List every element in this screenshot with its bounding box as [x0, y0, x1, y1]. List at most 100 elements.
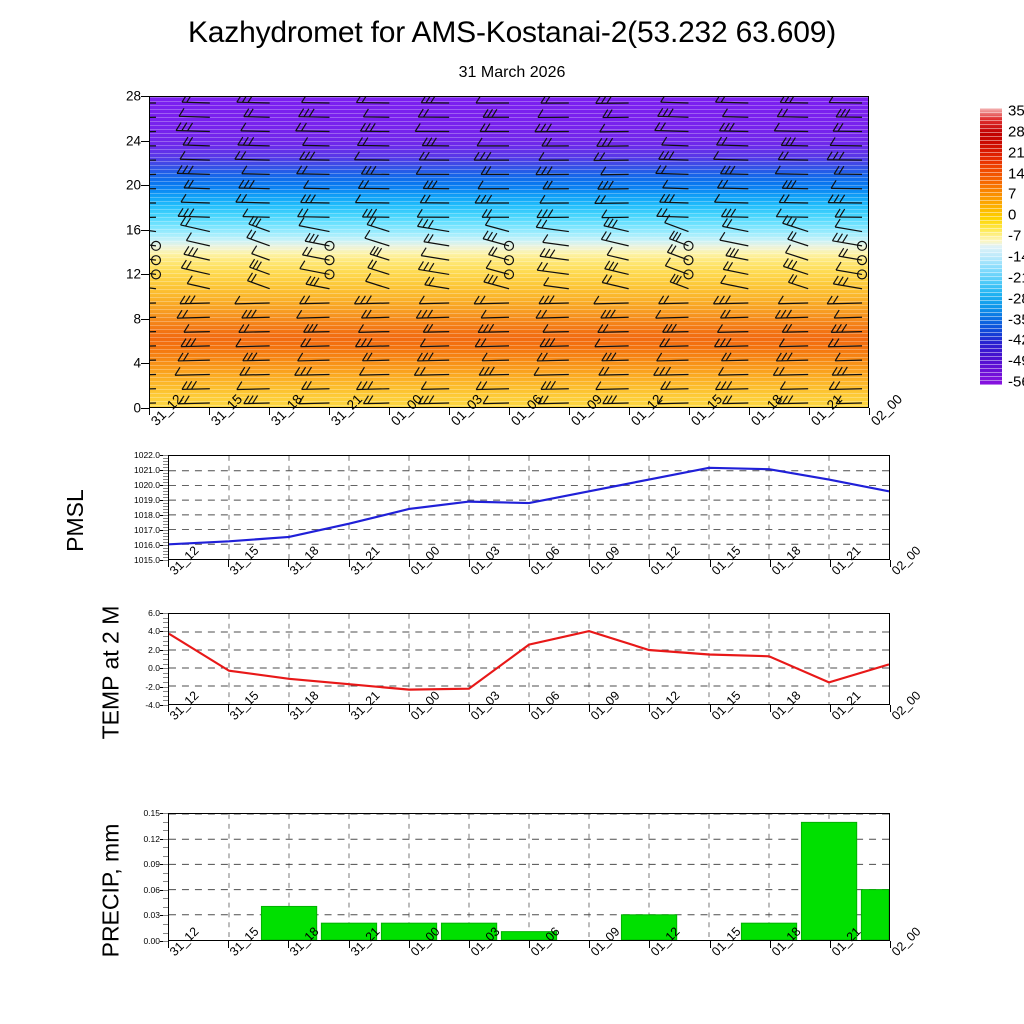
colorbar-tick-label: -56 [1008, 373, 1024, 391]
x-axis-label: 02_00 [868, 391, 906, 429]
x-tick [829, 941, 831, 948]
x-tick [649, 941, 651, 948]
x-tick [149, 408, 150, 415]
y-minor-tick [163, 548, 168, 549]
y-axis-label: 8 [133, 311, 141, 327]
y-axis-label: 1017.0 [134, 525, 160, 535]
y-minor-tick [163, 470, 168, 471]
y-minor-tick [163, 530, 168, 531]
temperature-colorbar[interactable] [980, 108, 1002, 385]
y-minor-tick [163, 494, 168, 495]
y-minor-tick [163, 461, 168, 462]
pmsl-line [169, 456, 889, 559]
y-axis-label: 1015.0 [134, 555, 160, 565]
y-tick [141, 318, 149, 320]
y-minor-tick [163, 700, 168, 702]
colorbar-bands [980, 108, 1002, 385]
x-tick [709, 560, 711, 567]
y-minor-tick [163, 482, 168, 483]
precip-plot-area[interactable] [168, 813, 890, 941]
colorbar-tick-label: -7 [1008, 227, 1022, 245]
wind-barbs-overlay [150, 97, 868, 405]
y-tick [141, 274, 149, 276]
temperature-field [150, 97, 868, 407]
x-tick [829, 705, 831, 712]
colorbar-tick-label: 0 [1008, 206, 1017, 224]
y-minor-tick [163, 488, 168, 489]
x-tick [589, 560, 591, 567]
x-tick [709, 705, 711, 712]
x-tick [569, 408, 570, 415]
y-minor-tick [163, 923, 168, 925]
y-axis-label: 12 [125, 266, 141, 282]
temp-plot-area[interactable] [168, 613, 890, 705]
x-tick [408, 941, 410, 948]
x-tick [269, 408, 270, 415]
y-minor-tick [163, 668, 168, 670]
y-minor-tick [163, 636, 168, 637]
y-minor-tick [163, 847, 168, 849]
page-title: Kazhydromet for AMS-Kostanai-2(53.232 63… [187, 16, 837, 49]
x-tick [629, 408, 630, 415]
x-tick [288, 941, 290, 948]
x-tick [529, 705, 530, 712]
y-minor-tick [163, 554, 168, 555]
x-tick [890, 560, 891, 567]
y-minor-tick [163, 838, 168, 840]
y-axis-label: 0.09 [143, 859, 160, 870]
y-minor-tick [163, 509, 168, 510]
y-axis-label: 0.0 [148, 663, 160, 674]
pmsl-axis-title: PMSL [61, 489, 88, 552]
temp-line [169, 614, 889, 704]
y-minor-tick [163, 551, 168, 552]
y-minor-tick [163, 915, 168, 917]
y-tick [141, 363, 149, 365]
y-minor-tick [163, 640, 168, 642]
y-minor-tick [163, 631, 168, 633]
y-axis-label: 0.00 [143, 936, 160, 946]
y-axis-label: 2.0 [148, 644, 160, 655]
y-axis-label: 0 [133, 400, 141, 416]
y-axis-label: 0.03 [143, 910, 160, 921]
y-axis-label: 28 [125, 88, 141, 104]
x-tick [589, 941, 591, 948]
y-minor-tick [163, 663, 168, 665]
x-tick [869, 408, 870, 415]
x-axis-label: 02_00 [889, 543, 924, 578]
y-tick [141, 96, 149, 97]
colorbar-tick-label: 35 [1008, 102, 1024, 120]
x-tick [288, 560, 290, 567]
y-minor-tick [163, 686, 168, 688]
page-subtitle: 31 March 2026 [458, 64, 566, 81]
vertical-cross-section-panel[interactable] [149, 96, 869, 408]
y-axis-label: 0.15 [143, 808, 160, 818]
y-minor-tick [163, 617, 168, 619]
y-minor-tick [163, 524, 168, 525]
x-tick [529, 560, 530, 567]
y-minor-tick [163, 691, 168, 693]
y-axis-label: 0.12 [143, 833, 160, 844]
y-minor-tick [163, 467, 168, 468]
colorbar-tick-label: -28 [1008, 290, 1024, 308]
y-axis-label: 4.0 [148, 626, 160, 637]
x-tick [709, 941, 711, 948]
y-axis-label: 1019.0 [134, 495, 160, 505]
x-tick [529, 941, 530, 948]
y-minor-tick [163, 503, 168, 504]
y-axis-label: -2.0 [145, 681, 160, 692]
y-minor-tick [163, 497, 168, 498]
y-minor-tick [163, 491, 168, 492]
colorbar-tick-label: 7 [1008, 185, 1017, 203]
y-minor-tick [163, 512, 168, 513]
y-minor-tick [163, 622, 168, 624]
x-tick [468, 941, 470, 948]
y-axis-label: 0.06 [143, 884, 160, 895]
y-minor-tick [163, 881, 168, 883]
y-minor-tick [163, 542, 168, 543]
y-minor-tick [163, 659, 168, 660]
pmsl-plot-area[interactable] [168, 455, 890, 560]
y-minor-tick [163, 677, 168, 679]
contour-lines [150, 97, 868, 407]
y-minor-tick [163, 536, 168, 537]
y-minor-tick [163, 521, 168, 522]
